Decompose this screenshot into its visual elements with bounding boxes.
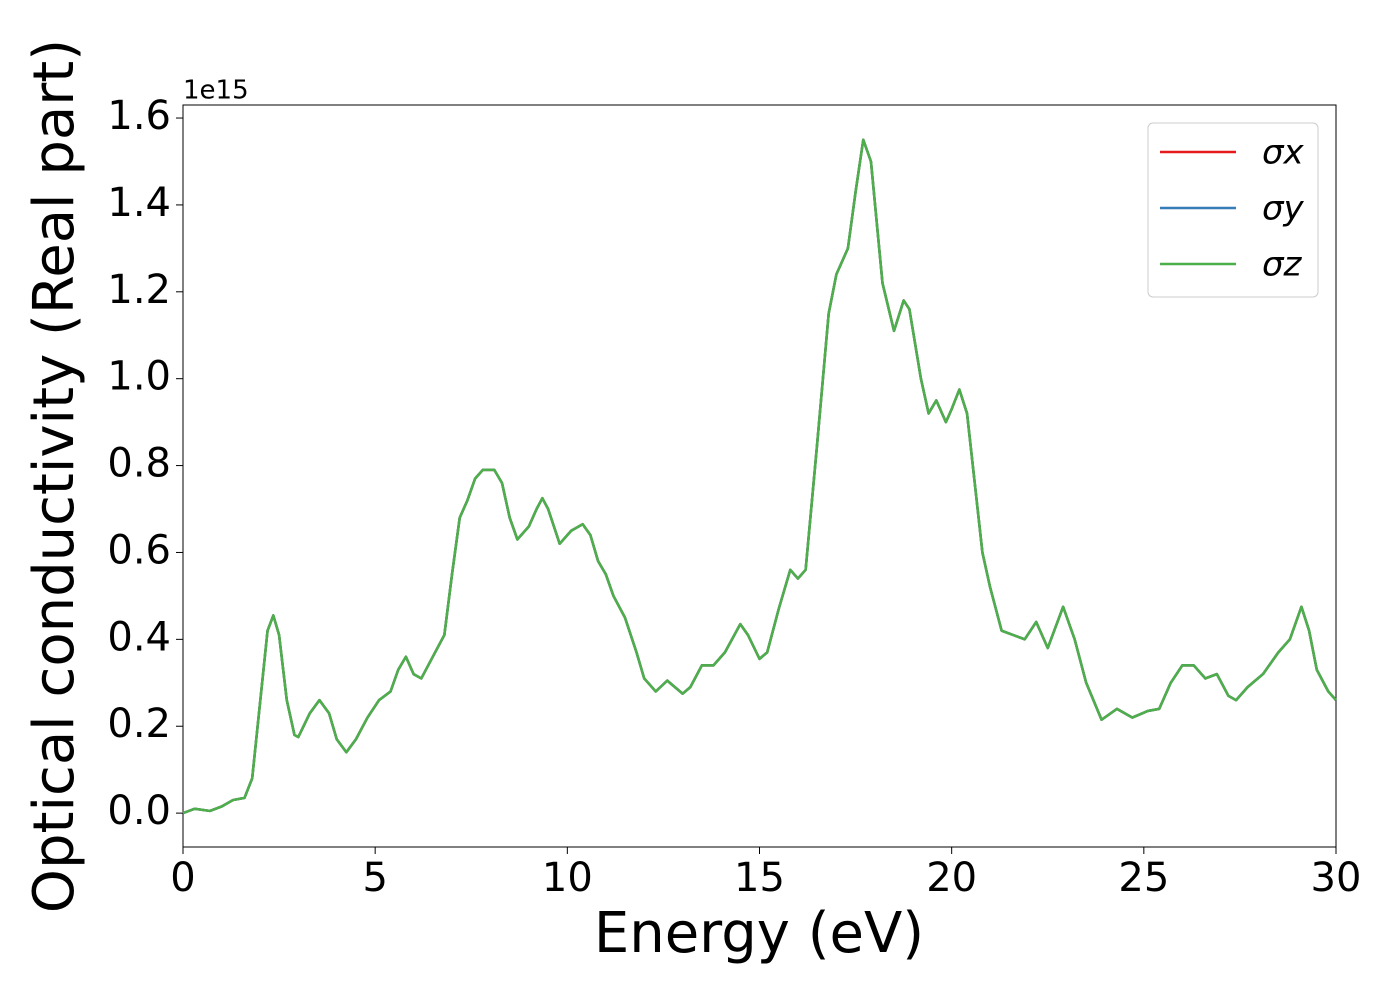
legend-label: σz bbox=[1262, 245, 1303, 285]
y-tick-label: 1.0 bbox=[107, 354, 171, 400]
legend-label: σy bbox=[1262, 189, 1305, 229]
x-tick-label: 15 bbox=[734, 855, 785, 901]
x-tick-label: 10 bbox=[542, 855, 593, 901]
y-offset-label: 1e15 bbox=[183, 76, 249, 106]
y-tick-label: 1.4 bbox=[107, 180, 171, 226]
x-tick-label: 5 bbox=[362, 855, 387, 901]
y-tick-label: 0.8 bbox=[107, 441, 171, 487]
x-tick-label: 0 bbox=[170, 855, 195, 901]
y-tick-label: 1.2 bbox=[107, 267, 171, 313]
x-tick-label: 30 bbox=[1311, 855, 1362, 901]
y-axis-label: Optical conductivity (Real part) bbox=[22, 39, 87, 913]
series-line bbox=[182, 138, 1337, 815]
y-tick-label: 0.0 bbox=[107, 788, 171, 834]
y-tick-label: 0.4 bbox=[107, 614, 171, 660]
y-tick-label: 1.6 bbox=[107, 93, 171, 139]
x-axis-label: Energy (eV) bbox=[594, 901, 924, 966]
legend-box bbox=[1147, 122, 1319, 298]
x-tick-label: 25 bbox=[1118, 855, 1169, 901]
legend-label: σx bbox=[1262, 133, 1305, 173]
y-tick-label: 0.2 bbox=[107, 701, 171, 747]
x-tick-label: 20 bbox=[926, 855, 977, 901]
y-tick-label: 0.6 bbox=[107, 527, 171, 573]
